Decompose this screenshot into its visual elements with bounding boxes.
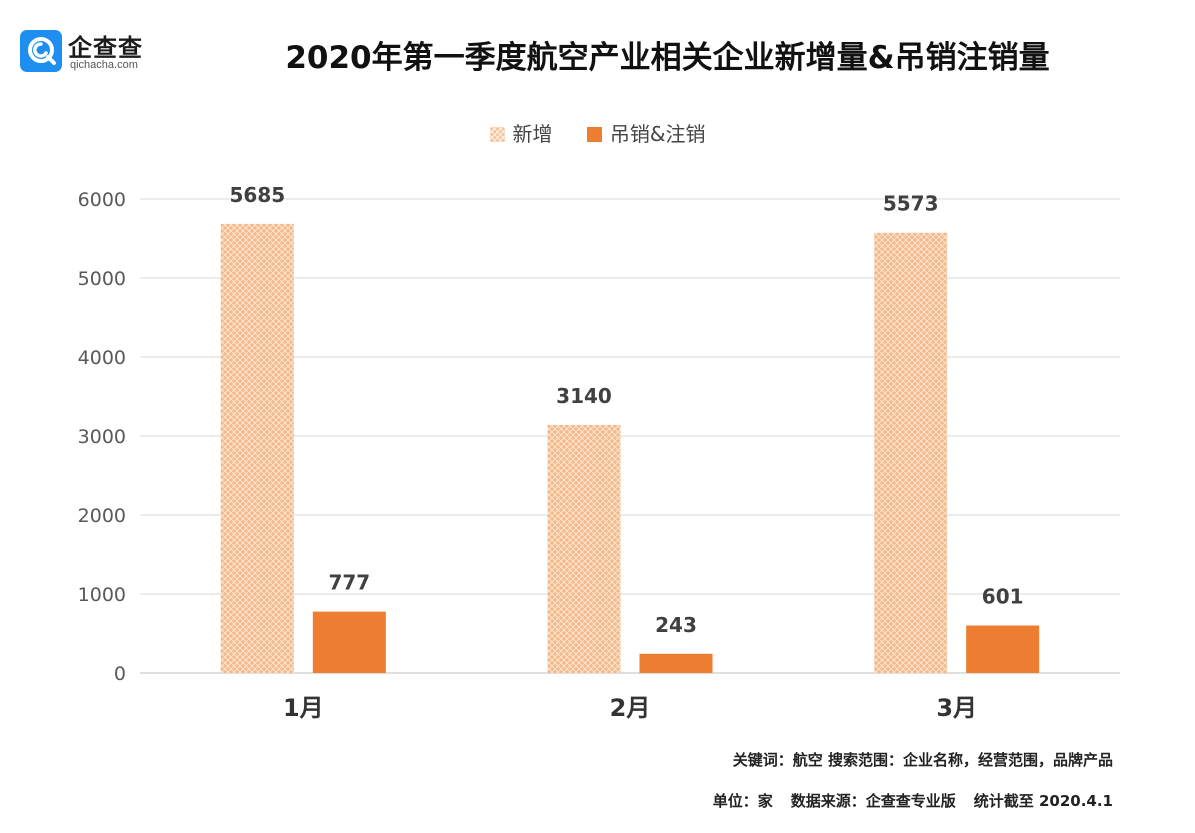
data-label-new-1: 5685: [229, 183, 285, 207]
y-tick-label: 0: [114, 663, 126, 685]
footer-cutoff: 统计截至 2020.4.1: [973, 792, 1113, 810]
chart-legend: 新增 吊销&注销: [0, 118, 1195, 147]
bar-new-3: [874, 232, 948, 673]
data-label-new-3: 5573: [883, 192, 939, 216]
bar-cancel-2: [639, 653, 713, 673]
y-tick-label: 2000: [78, 505, 126, 527]
logo-name-en: qichacha.com: [70, 59, 138, 71]
bar-new-2: [547, 424, 621, 673]
data-label-cancel-2: 243: [655, 613, 697, 637]
bars: [220, 223, 1040, 673]
legend-item-cancel: 吊销&注销: [586, 118, 706, 147]
gridlines: [140, 198, 1120, 674]
data-label-new-2: 3140: [556, 384, 612, 408]
bar-new-1: [220, 223, 294, 673]
data-label-cancel-3: 601: [982, 585, 1024, 609]
data-label-cancel-1: 777: [328, 571, 370, 595]
x-axis-category-labels: 1月 2月 3月: [283, 694, 977, 722]
qichacha-logo: 企查查 qichacha.com: [20, 28, 150, 74]
x-category-label: 3月: [936, 694, 977, 722]
footer-keywords: 关键词：航空 搜索范围：企业名称，经营范围，品牌产品: [732, 751, 1113, 769]
data-labels: 5685 777 3140 243 5573 601: [229, 183, 1023, 637]
y-tick-label: 5000: [78, 268, 126, 290]
y-axis-tick-labels: 0 1000 2000 3000 4000 5000 6000: [78, 189, 126, 685]
y-tick-label: 4000: [78, 347, 126, 369]
legend-label-new: 新增: [512, 122, 553, 146]
qichacha-q-icon: [20, 30, 62, 72]
logo-name-cn: 企查查: [68, 34, 143, 62]
chart-title: 2020年第一季度航空产业相关企业新增量&吊销注销量: [285, 40, 1050, 76]
legend-item-new: 新增: [489, 118, 553, 147]
y-tick-label: 6000: [78, 189, 126, 211]
bar-cancel-3: [966, 625, 1040, 673]
footer-source: 数据来源：企查查专业版: [790, 792, 956, 810]
footer-meta: 单位：家 数据来源：企查查专业版 统计截至 2020.4.1: [713, 790, 1113, 811]
x-category-label: 2月: [610, 694, 651, 722]
legend-swatch-cancel: [586, 127, 602, 142]
footer-unit: 单位：家: [712, 792, 773, 810]
y-tick-label: 1000: [78, 584, 126, 606]
x-category-label: 1月: [283, 694, 324, 722]
bar-cancel-1: [312, 611, 386, 673]
legend-swatch-new: [489, 127, 505, 142]
y-tick-label: 3000: [78, 426, 126, 448]
legend-label-cancel: 吊销&注销: [609, 122, 706, 146]
